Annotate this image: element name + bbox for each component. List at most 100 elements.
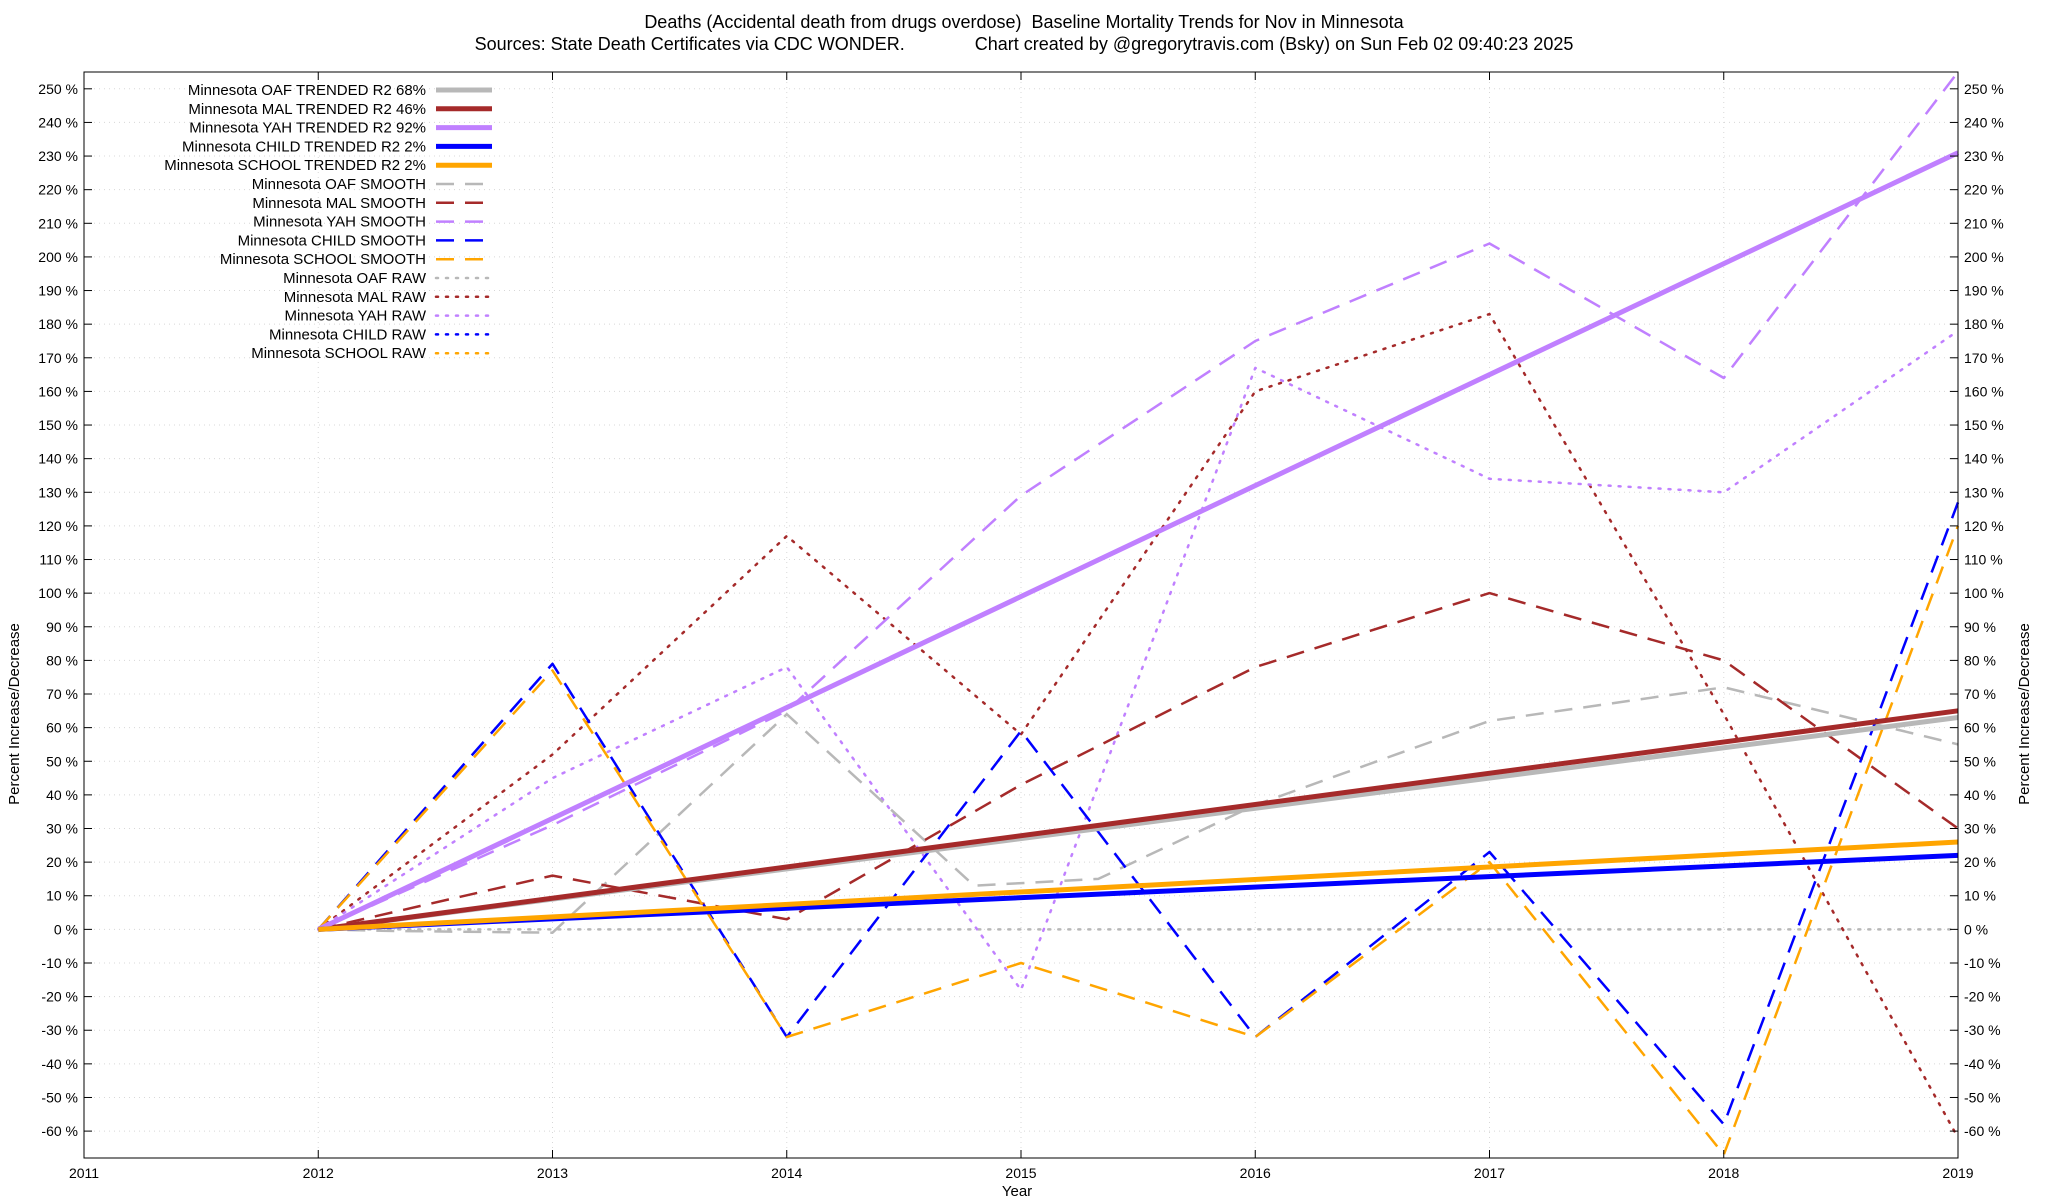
- y-axis-label: Percent Increase/Decrease: [6, 623, 23, 805]
- y-tick-label: 0 %: [54, 921, 78, 937]
- y-tick-label: 100 %: [38, 585, 78, 601]
- y-tick-label: 80 %: [46, 652, 78, 668]
- series-line-1: [317, 708, 1959, 932]
- y2-tick-label: 30 %: [1964, 821, 1996, 837]
- y-tick-label: 110 %: [39, 552, 78, 568]
- y-tick-label: -60 %: [41, 1123, 78, 1139]
- y-tick-label: 180 %: [38, 316, 78, 332]
- legend-label: Minnesota OAF TRENDED R2 68%: [188, 82, 426, 99]
- y-tick-label: 140 %: [38, 451, 78, 467]
- grid: [84, 72, 1958, 1158]
- y-tick-label: 150 %: [38, 417, 78, 433]
- y2-tick-label: 210 %: [1964, 215, 2004, 231]
- y-tick-label: 20 %: [46, 854, 78, 870]
- legend-label: Minnesota CHILD RAW: [269, 326, 427, 343]
- legend-label: Minnesota SCHOOL SMOOTH: [220, 251, 426, 268]
- y-tick-label: 90 %: [46, 619, 78, 635]
- y2-tick-label: 110 %: [1964, 552, 2003, 568]
- y-tick-label: 190 %: [38, 283, 78, 299]
- x-tick-label: 2016: [1240, 1165, 1271, 1181]
- legend-label: Minnesota CHILD SMOOTH: [238, 232, 426, 249]
- y-tick-label: 70 %: [46, 686, 78, 702]
- y2-tick-label: 90 %: [1964, 619, 1996, 635]
- y2-tick-label: 130 %: [1964, 484, 2004, 500]
- x-tick-label: 2011: [69, 1165, 99, 1181]
- legend-label: Minnesota MAL TRENDED R2 46%: [188, 101, 426, 118]
- y2-tick-label: 20 %: [1964, 854, 1996, 870]
- y-tick-label: 230 %: [38, 148, 78, 164]
- series-lines: [317, 71, 1960, 1156]
- y-tick-label: -50 %: [41, 1089, 78, 1105]
- y-tick-label: 200 %: [38, 249, 78, 265]
- y2-tick-label: 80 %: [1964, 652, 1996, 668]
- y-tick-label: 30 %: [46, 821, 78, 837]
- x-tick-label: 2015: [1005, 1165, 1036, 1181]
- y2-tick-label: 180 %: [1964, 316, 2004, 332]
- series-line-12: [317, 329, 1960, 992]
- y-tick-label: -40 %: [41, 1056, 78, 1072]
- y2-tick-label: -60 %: [1964, 1123, 2001, 1139]
- legend-label: Minnesota MAL SMOOTH: [252, 195, 426, 212]
- y-tick-label: 60 %: [46, 720, 78, 736]
- y2-tick-label: -50 %: [1964, 1089, 2001, 1105]
- legend-label: Minnesota YAH RAW: [285, 308, 427, 325]
- series-line-6: [318, 591, 1959, 931]
- legend-label: Minnesota CHILD TRENDED R2 2%: [182, 138, 426, 155]
- y2-tick-label: 220 %: [1964, 182, 2004, 198]
- legend-label: Minnesota MAL RAW: [284, 289, 427, 306]
- y2-tick-label: 230 %: [1964, 148, 2004, 164]
- y2-tick-label: 200 %: [1964, 249, 2004, 265]
- y2-tick-label: -10 %: [1964, 955, 2001, 971]
- y-tick-label: 240 %: [38, 114, 78, 130]
- y-tick-label: 210 %: [38, 215, 78, 231]
- y2-tick-label: 100 %: [1964, 585, 2004, 601]
- y2-tick-label: 50 %: [1964, 753, 1996, 769]
- legend-label: Minnesota YAH SMOOTH: [253, 214, 426, 231]
- y-tick-label: -20 %: [41, 989, 78, 1005]
- y-tick-label: 160 %: [38, 383, 78, 399]
- y2-tick-label: 140 %: [1964, 451, 2004, 467]
- x-tick-label: 2014: [771, 1165, 802, 1181]
- series-line-2: [317, 150, 1960, 932]
- y2-tick-label: 10 %: [1964, 888, 1996, 904]
- x-tick-label: 2012: [303, 1165, 334, 1181]
- y-tick-label: 50 %: [46, 753, 78, 769]
- y-tick-label: -30 %: [41, 1022, 78, 1038]
- y2-tick-label: -40 %: [1964, 1056, 2001, 1072]
- y2-tick-label: 120 %: [1964, 518, 2004, 534]
- legend: Minnesota OAF TRENDED R2 68% Minnesota MA…: [164, 82, 494, 362]
- y-tick-label: 250 %: [38, 81, 78, 97]
- legend-label: Minnesota OAF RAW: [283, 270, 427, 287]
- y2-tick-label: 170 %: [1964, 350, 2004, 366]
- x-axis-label: Year: [1002, 1183, 1032, 1200]
- y-tick-label: 130 %: [38, 484, 78, 500]
- y-tick-label: 120 %: [38, 518, 78, 534]
- y2-tick-label: -20 %: [1964, 989, 2001, 1005]
- legend-label: Minnesota SCHOOL TRENDED R2 2%: [164, 157, 426, 174]
- chart-title: Deaths (Accidental death from drugs over…: [644, 12, 1404, 32]
- y-tick-label: 170 %: [38, 350, 78, 366]
- y2-tick-label: 60 %: [1964, 720, 1996, 736]
- series-line-7: [317, 71, 1959, 931]
- x-tick-label: 2013: [537, 1165, 568, 1181]
- series-line-5: [318, 686, 1959, 934]
- y2-axis-label: Percent Increase/Decrease: [2016, 623, 2033, 805]
- y2-tick-label: 190 %: [1964, 283, 2004, 299]
- y-tick-label: 220 %: [38, 182, 78, 198]
- legend-label: Minnesota SCHOOL RAW: [251, 345, 427, 362]
- y-tick-label: 40 %: [46, 787, 78, 803]
- y2-tick-label: 160 %: [1964, 383, 2004, 399]
- y2-tick-label: 150 %: [1964, 417, 2004, 433]
- y2-tick-label: 40 %: [1964, 787, 1996, 803]
- legend-label: Minnesota YAH TRENDED R2 92%: [189, 120, 426, 137]
- y2-tick-label: 240 %: [1964, 114, 2004, 130]
- x-tick-label: 2018: [1708, 1165, 1739, 1181]
- y-tick-label: -10 %: [41, 955, 78, 971]
- y-tick-label: 10 %: [46, 888, 78, 904]
- y2-tick-label: 70 %: [1964, 686, 1996, 702]
- axes: -60 % -60 % -50 % -50 % -40 % -40 % -30 % -30 %…: [38, 72, 2004, 1181]
- series-line-9: [317, 525, 1960, 1156]
- y2-tick-label: 0 %: [1964, 921, 1988, 937]
- y2-tick-label: 250 %: [1964, 81, 2004, 97]
- x-tick-label: 2019: [1942, 1165, 1973, 1181]
